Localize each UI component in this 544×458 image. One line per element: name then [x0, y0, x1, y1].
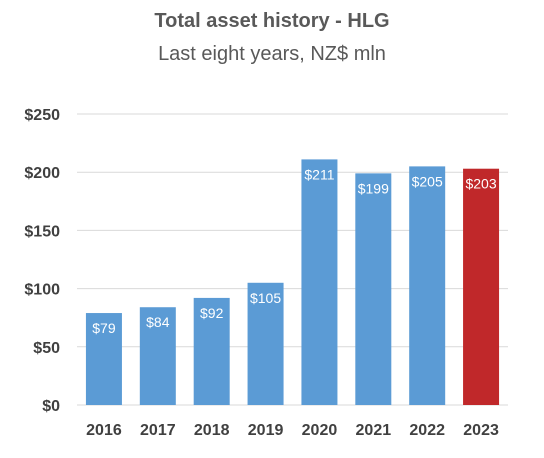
x-tick-label: 2020 [302, 422, 338, 439]
bar [301, 159, 338, 405]
bar [193, 297, 230, 405]
bar [355, 173, 392, 405]
bar [409, 166, 446, 405]
data-label: $203 [465, 176, 496, 192]
chart-title: Total asset history - HLG [154, 10, 390, 32]
bar [463, 168, 500, 405]
x-tick-label: 2017 [140, 422, 176, 439]
bar [139, 307, 176, 405]
y-tick-label: $250 [24, 107, 60, 124]
x-tick-label: 2019 [248, 422, 284, 439]
x-tick-label: 2016 [86, 422, 122, 439]
data-label: $105 [250, 290, 281, 306]
x-tick-label: 2022 [409, 422, 445, 439]
data-label: $92 [200, 305, 224, 321]
x-tick-label: 2021 [356, 422, 392, 439]
bar [247, 282, 284, 405]
data-label: $199 [358, 180, 389, 196]
data-label: $205 [412, 173, 443, 189]
data-label: $211 [304, 166, 334, 182]
y-tick-label: $0 [42, 398, 60, 415]
y-tick-label: $50 [33, 340, 60, 357]
chart-subtitle: Last eight years, NZ$ mln [158, 43, 386, 65]
y-tick-label: $200 [24, 165, 60, 182]
y-tick-label: $100 [24, 282, 60, 299]
x-tick-label: 2018 [194, 422, 230, 439]
data-label: $79 [92, 320, 116, 336]
x-tick-label: 2023 [463, 422, 499, 439]
data-label: $84 [146, 314, 170, 330]
y-tick-label: $150 [24, 223, 60, 240]
bar [85, 313, 122, 405]
